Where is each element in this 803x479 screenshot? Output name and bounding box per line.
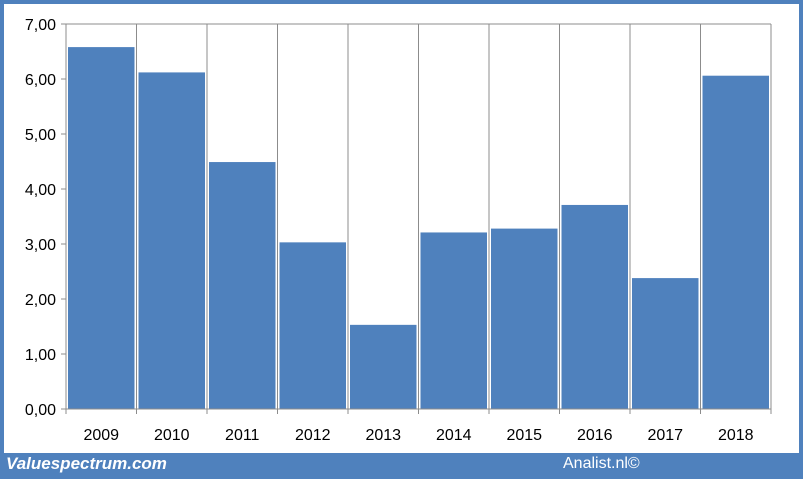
x-tick-label-2017: 2017 <box>647 427 683 444</box>
y-tick-label: 2,00 <box>25 292 56 309</box>
bar-2017 <box>632 278 699 409</box>
x-tick-label-2015: 2015 <box>506 427 542 444</box>
x-tick-label-2010: 2010 <box>154 427 190 444</box>
footer-source-left: Valuespectrum.com <box>6 454 167 473</box>
y-tick-label: 4,00 <box>25 182 56 199</box>
y-tick-label: 6,00 <box>25 72 56 89</box>
bar-2012 <box>279 242 346 409</box>
bar-2011 <box>209 162 276 409</box>
bar-2015 <box>491 228 558 409</box>
footer-source-right: Analist.nl© <box>563 455 640 472</box>
x-tick-label-2009: 2009 <box>83 427 119 444</box>
y-tick-label: 3,00 <box>25 237 56 254</box>
x-tick-label-2013: 2013 <box>365 427 401 444</box>
y-tick-label: 1,00 <box>25 347 56 364</box>
x-tick-label-2011: 2011 <box>225 427 260 444</box>
bar-2013 <box>350 324 417 409</box>
bar-2018 <box>702 75 769 409</box>
y-tick-label: 5,00 <box>25 127 56 144</box>
x-tick-label-2014: 2014 <box>436 427 472 444</box>
y-tick-label: 0,00 <box>25 402 56 419</box>
bar-2014 <box>420 232 487 409</box>
bar-2009 <box>68 47 135 409</box>
bar-2010 <box>138 72 205 410</box>
x-tick-label-2018: 2018 <box>718 427 754 444</box>
x-tick-label-2016: 2016 <box>577 427 613 444</box>
y-tick-label: 7,00 <box>25 17 56 34</box>
x-tick-label-2012: 2012 <box>295 427 331 444</box>
bar-2016 <box>561 204 628 409</box>
